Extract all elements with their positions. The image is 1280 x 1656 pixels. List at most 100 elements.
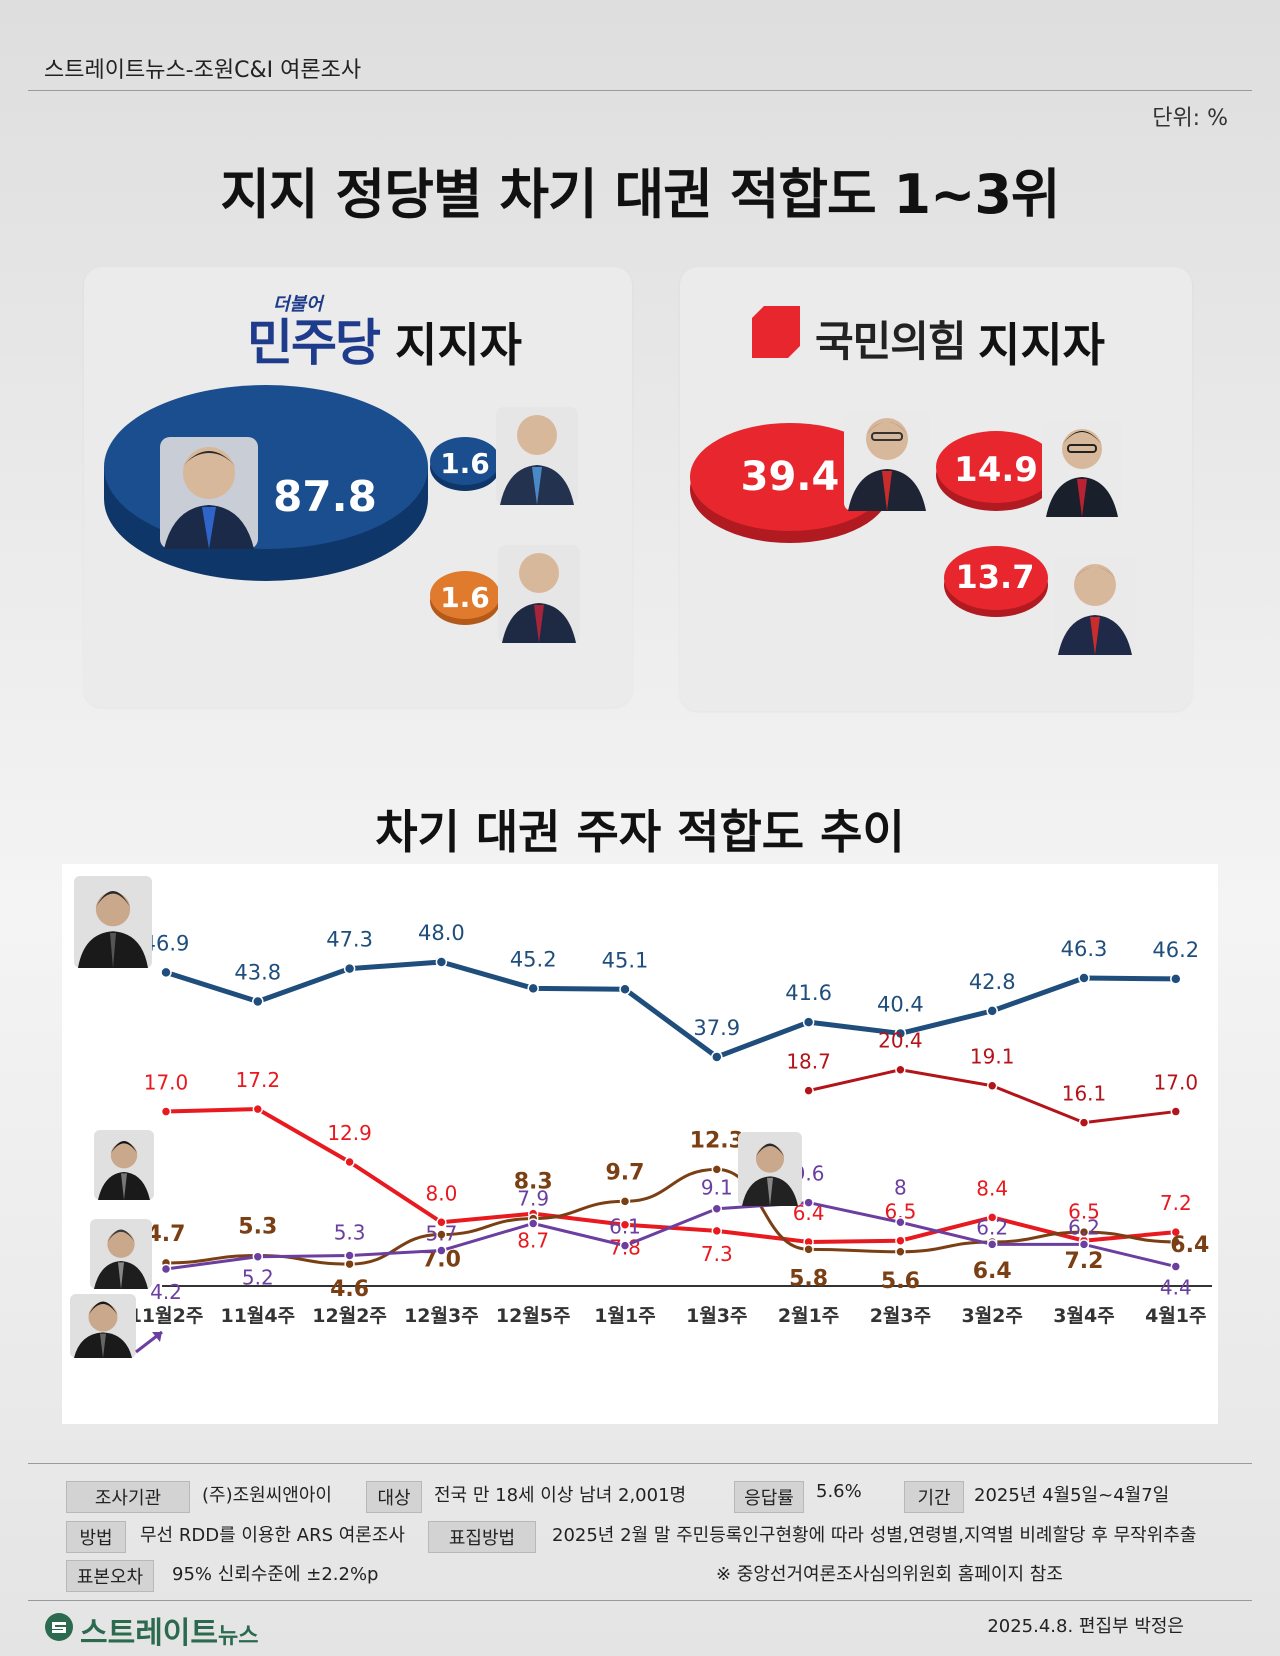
- ppp-bubble-3: [944, 546, 1048, 610]
- data-point-lee: [1170, 973, 1182, 985]
- data-label-lee: 48.0: [418, 921, 465, 945]
- data-point-kim: [986, 1080, 998, 1091]
- portrait-kim-dongyeon: [496, 407, 578, 505]
- dem-value-3: 1.6: [440, 581, 490, 614]
- chart-portrait-han-donghoon: [94, 1130, 154, 1200]
- data-point-han: [895, 1235, 906, 1246]
- data-label-hong: 6.4: [973, 1259, 1012, 1284]
- data-point-lee: [343, 962, 356, 975]
- data-point-kim: [1170, 1106, 1182, 1117]
- data-label-hong: 5.6: [881, 1269, 920, 1294]
- data-label-hong: 5.8: [789, 1266, 828, 1291]
- data-label-lee: 40.4: [877, 992, 924, 1016]
- method-value: 무선 RDD를 이용한 ARS 여론조사: [140, 1525, 405, 1546]
- data-point-lee_js: [160, 1263, 172, 1275]
- data-label-han: 7.3: [701, 1242, 733, 1266]
- data-label-lee_js: 6.1: [609, 1215, 641, 1239]
- data-label-kim: 20.4: [878, 1029, 923, 1053]
- reference-note: ※ 중앙선거여론조사심의위원회 홈페이지 참조: [716, 1564, 1063, 1585]
- data-label-hong: 9.7: [606, 1160, 645, 1185]
- data-label-hong: 6.4: [1170, 1233, 1209, 1258]
- portrait-han-donghoon: [1042, 421, 1122, 517]
- data-label-han: 8.7: [517, 1229, 549, 1253]
- data-label-han: 8.0: [425, 1181, 457, 1205]
- data-label-lee_js: 5.3: [334, 1220, 366, 1244]
- data-label-hong: 12.3: [690, 1128, 744, 1153]
- data-point-lee: [527, 982, 539, 995]
- divider: [28, 1600, 1252, 1601]
- data-point-han: [344, 1156, 355, 1168]
- data-point-hong: [711, 1164, 723, 1175]
- data-point-kim: [1078, 1117, 1090, 1128]
- data-point-lee_js: [436, 1245, 447, 1256]
- data-label-lee: 47.3: [326, 928, 373, 952]
- data-point-lee_js: [711, 1203, 723, 1214]
- brand-sub: 뉴스: [218, 1624, 259, 1649]
- x-tick-label: 1월1주: [594, 1305, 655, 1327]
- survey-source: 스트레이트뉴스-조원C&I 여론조사: [44, 58, 362, 83]
- data-point-lee: [986, 1005, 998, 1017]
- data-point-han: [1170, 1226, 1182, 1238]
- series-line-lee_js: [165, 1201, 1177, 1271]
- dem-bubbles: [104, 385, 580, 643]
- data-point-lee: [802, 1016, 815, 1028]
- divider: [28, 1463, 1252, 1464]
- x-tick-label: 12월5주: [496, 1305, 571, 1327]
- x-tick-label: 2월3주: [870, 1305, 931, 1327]
- series-line-kim: [808, 1068, 1176, 1125]
- ppp-value-2: 14.9: [954, 450, 1038, 490]
- divider: [28, 90, 1252, 91]
- ppp-logo-icon: [752, 306, 800, 358]
- portrait-lee-junseok: [498, 545, 580, 643]
- target-value: 전국 만 18세 이상 남녀 2,001명: [434, 1485, 687, 1506]
- data-label-lee: 41.6: [785, 981, 832, 1005]
- agency-value: (주)조원씨앤아이: [202, 1485, 332, 1506]
- portrait-hong-joonpyo: [1054, 557, 1136, 655]
- arrow-head-icon: [152, 1332, 162, 1342]
- data-label-kim: 19.1: [970, 1045, 1015, 1069]
- data-label-lee_js: 5.7: [425, 1222, 457, 1246]
- dem-supporter-label: 지지자: [395, 318, 522, 372]
- data-label-lee_js: 4.4: [1160, 1276, 1192, 1300]
- data-point-hong: [436, 1229, 447, 1240]
- data-label-hong: 4.7: [147, 1222, 186, 1247]
- trend-chart: 11월2주 11월4주 12월2주 12월3주 12월5주 1월1주 1월3주 2월1주 2월3…: [70, 876, 1212, 1358]
- data-label-lee: 37.9: [693, 1016, 740, 1040]
- dem-logo-small: 더불어: [273, 294, 323, 315]
- page-title: 지지 정당별 차기 대권 적합도 1~3위: [220, 163, 1060, 226]
- response-value: 5.6%: [816, 1481, 862, 1502]
- data-label-lee_js: 6.2: [1068, 1215, 1100, 1239]
- data-label-lee_js: 4.2: [150, 1280, 182, 1304]
- ppp-value-3: 13.7: [955, 558, 1035, 596]
- agency-label: 조사기관: [66, 1481, 190, 1513]
- data-point-lee_js: [1170, 1261, 1182, 1272]
- dem-bubble-1: [104, 385, 428, 549]
- data-point-lee_js: [252, 1251, 264, 1262]
- data-point-hong: [619, 1196, 631, 1207]
- data-point-kim: [895, 1064, 906, 1075]
- sampling-label: 표집방법: [428, 1521, 536, 1553]
- chart-panel: [62, 864, 1218, 1424]
- data-point-hong: [803, 1244, 814, 1255]
- brand-main: 스트레이트: [80, 1616, 218, 1651]
- data-point-lee: [435, 956, 448, 968]
- data-point-lee_js: [895, 1217, 906, 1228]
- x-tick-label: 3월2주: [961, 1305, 1022, 1327]
- period-label: 기간: [904, 1481, 964, 1513]
- data-label-lee_js: 7.9: [517, 1186, 549, 1210]
- period-value: 2025년 4월5일~4월7일: [974, 1485, 1170, 1506]
- data-point-lee_js: [986, 1239, 998, 1250]
- data-label-lee_js: 9.1: [701, 1176, 733, 1200]
- trend-title: 차기 대권 주자 적합도 추이: [375, 805, 905, 859]
- data-point-han: [160, 1106, 172, 1117]
- x-tick-label: 4월1주: [1145, 1305, 1206, 1327]
- data-label-han: 8.4: [976, 1176, 1008, 1200]
- data-label-lee: 43.8: [234, 960, 281, 984]
- publish-date: 2025.4.8. 편집부 박정은: [987, 1616, 1184, 1637]
- data-label-lee: 46.2: [1152, 938, 1199, 962]
- chart-portrait-hong-joonpyo: [90, 1219, 152, 1289]
- data-label-han: 12.9: [327, 1121, 372, 1145]
- data-point-lee: [252, 995, 264, 1008]
- data-point-lee_js: [619, 1240, 631, 1251]
- dem-bubble-2: [430, 437, 500, 485]
